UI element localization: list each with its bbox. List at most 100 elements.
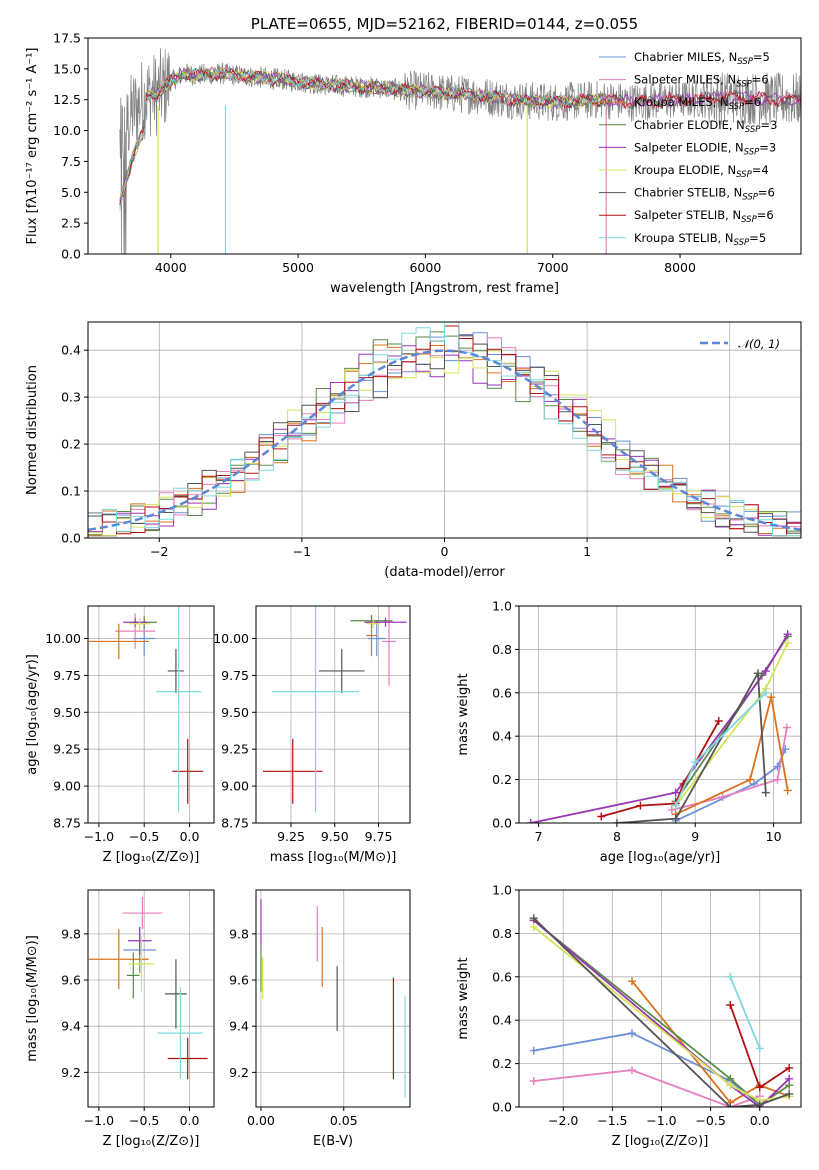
data-point-marker bbox=[755, 1044, 764, 1053]
legend-model: Chabrier STELIB bbox=[634, 186, 726, 200]
legend-ssp-subscript: SSP bbox=[729, 102, 745, 112]
legend-n-symbol: , N bbox=[729, 118, 745, 132]
data-point-marker bbox=[718, 792, 727, 801]
axes-frame bbox=[87, 605, 215, 824]
y-tick-label: 0.6 bbox=[492, 685, 512, 700]
y-tick-label: 9.6 bbox=[229, 973, 249, 988]
axes-frame bbox=[87, 321, 802, 539]
x-tick-label: 7 bbox=[535, 829, 543, 844]
x-tick-label: 9.50 bbox=[321, 829, 349, 844]
y-tick-label: 9.2 bbox=[61, 1065, 81, 1080]
axes-frame bbox=[87, 889, 215, 1108]
legend-model: Kroupa MILES bbox=[634, 95, 713, 109]
x-tick-label: 6000 bbox=[409, 260, 441, 275]
legend-model: Salpeter ELODIE bbox=[634, 140, 728, 154]
y-tick-label: 0.8 bbox=[492, 642, 512, 657]
x-tick-label: 0.05 bbox=[330, 1113, 358, 1128]
data-point-marker bbox=[783, 786, 792, 795]
x-tick-label: −1 bbox=[293, 544, 311, 559]
data-point-marker bbox=[726, 1081, 735, 1090]
y-tick-label: 9.8 bbox=[61, 926, 81, 941]
legend-nssp: 5 bbox=[759, 231, 766, 245]
axes-frame bbox=[518, 605, 802, 824]
legend-ssp-subscript: SSP bbox=[736, 170, 752, 180]
y-tick-label: 9.50 bbox=[53, 705, 81, 720]
x-tick-label: 1 bbox=[583, 544, 591, 559]
legend-equals: = bbox=[753, 50, 763, 64]
legend-equals: = bbox=[752, 163, 762, 177]
series-line-chabrier-stelib bbox=[533, 917, 790, 1107]
x-tick-label: −2 bbox=[150, 544, 168, 559]
legend-ssp-subscript: SSP bbox=[737, 57, 753, 67]
panel-age-weight: 7 8 9 10 0.0 0.2 0.4 0.6 0.8 1.0 age [log₁₀(age/yr… bbox=[456, 599, 802, 865]
panel-z-mass: −1.0 −0.5 0.0 9.2 9.4 9.6 9.8 Z [log₁₀(Z/Z⊙)] ma… bbox=[25, 889, 215, 1149]
y-tick-label: 9.75 bbox=[221, 668, 249, 683]
panel-z-age: −1.0 −0.5 0.0 8.75 9.00 9.25 9.50 9.75 10.00 Z [l… bbox=[25, 605, 215, 865]
y-tick-label: 10.00 bbox=[45, 631, 81, 646]
normal-curve-line bbox=[88, 349, 801, 532]
x-tick-label: 0.0 bbox=[750, 1113, 770, 1128]
y-tick-label: 9.25 bbox=[221, 742, 249, 757]
series-line-kroupa-miles bbox=[675, 696, 789, 816]
x-tick-label: 0.0 bbox=[180, 1113, 200, 1128]
data-point-marker bbox=[529, 1046, 538, 1055]
legend-label: Kroupa ELODIE, NSSP=4 bbox=[634, 163, 769, 180]
data-point-marker bbox=[785, 1063, 794, 1072]
legend-equals: = bbox=[759, 140, 769, 154]
plot-area-ebv-mass bbox=[260, 899, 406, 1098]
legend-n-symbol: , N bbox=[721, 50, 737, 64]
axes-frame bbox=[87, 37, 802, 255]
data-point-marker bbox=[726, 972, 735, 981]
y-axis-label: age [log₁₀(age/yr)] bbox=[25, 654, 40, 775]
x-axis-label: E(B-V) bbox=[313, 1134, 353, 1149]
y-tick-label: 0.4 bbox=[492, 729, 512, 744]
legend-nssp: 5 bbox=[763, 50, 770, 64]
legend-nssp: 4 bbox=[761, 163, 768, 177]
y-tick-label: 7.5 bbox=[61, 154, 81, 169]
data-point-marker bbox=[671, 788, 680, 797]
legend-ssp-subscript: SSP bbox=[741, 215, 757, 225]
x-axis-label: Z [log₁₀(Z/Z⊙)] bbox=[612, 1134, 709, 1149]
x-tick-label: −1.5 bbox=[597, 1113, 627, 1128]
y-tick-label: 0.3 bbox=[61, 390, 81, 405]
data-point-marker bbox=[761, 788, 770, 797]
y-tick-label: 9.4 bbox=[61, 1019, 81, 1034]
data-point-marker bbox=[612, 819, 621, 823]
legend-equals: = bbox=[749, 231, 759, 245]
legend-nssp: 6 bbox=[768, 186, 775, 200]
series-line-salpeter-elodie bbox=[530, 633, 789, 823]
y-tick-label: 10.0 bbox=[53, 123, 81, 138]
x-tick-label: 7000 bbox=[537, 260, 569, 275]
y-tick-label: 12.5 bbox=[53, 92, 81, 107]
x-tick-label: 10 bbox=[766, 829, 782, 844]
x-tick-label: 9.75 bbox=[365, 829, 393, 844]
x-tick-label: 2 bbox=[726, 544, 734, 559]
x-tick-label: −0.5 bbox=[695, 1113, 725, 1128]
legend-equals: = bbox=[744, 95, 754, 109]
legend-model: Salpeter MILES bbox=[634, 73, 720, 87]
y-tick-label: 0.2 bbox=[61, 437, 81, 452]
x-tick-label: 4000 bbox=[155, 260, 187, 275]
data-point-marker bbox=[761, 688, 770, 697]
y-tick-label: 10.00 bbox=[213, 631, 249, 646]
y-tick-label: 0.4 bbox=[61, 343, 81, 358]
series-line-chabrier-stelib bbox=[616, 670, 767, 823]
x-tick-label: −2.0 bbox=[548, 1113, 578, 1128]
x-tick-label: −1.0 bbox=[84, 1113, 114, 1128]
legend-nssp: 3 bbox=[769, 140, 776, 154]
x-tick-label: −1.0 bbox=[646, 1113, 676, 1128]
series-line-chabrier-miles bbox=[533, 1032, 761, 1106]
model-spectrum-salpeter-stelib bbox=[119, 67, 801, 206]
x-axis-label: age [log₁₀(age/yr)] bbox=[600, 850, 721, 865]
x-tick-label: 9.25 bbox=[277, 829, 305, 844]
legend-label: Salpeter STELIB, NSSP=6 bbox=[634, 208, 774, 225]
y-tick-label: 0.1 bbox=[61, 484, 81, 499]
legend-nssp: 3 bbox=[770, 118, 777, 132]
data-point-marker bbox=[667, 805, 676, 814]
legend-normal-label: 𝒩(0, 1) bbox=[738, 337, 780, 351]
y-tick-label: 9.4 bbox=[229, 1019, 249, 1034]
y-tick-label: 5.0 bbox=[61, 185, 81, 200]
legend-nssp: 6 bbox=[754, 95, 761, 109]
legend-n-symbol: , N bbox=[725, 208, 741, 222]
